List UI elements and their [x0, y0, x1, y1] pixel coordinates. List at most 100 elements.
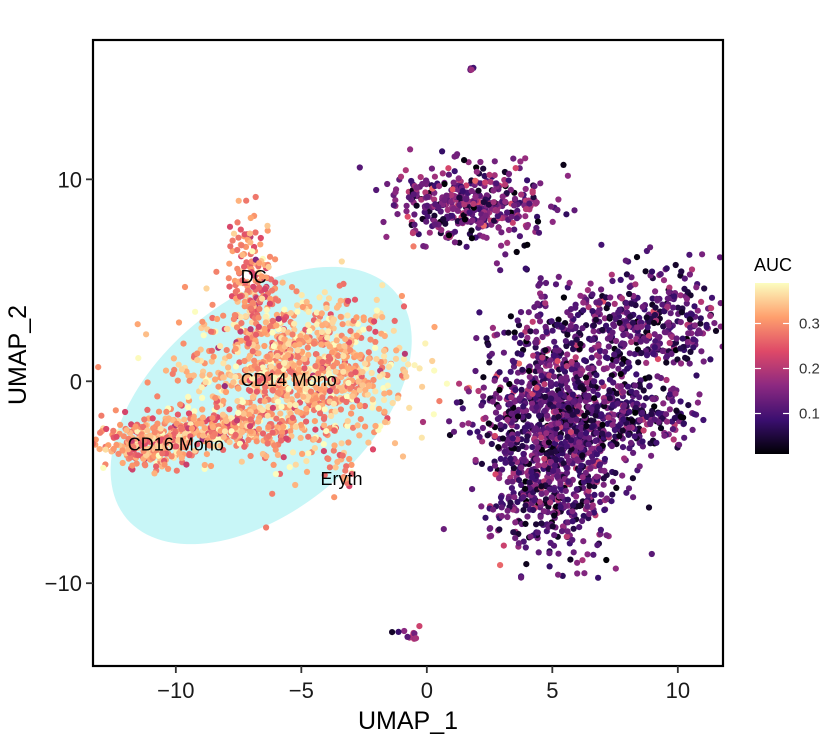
- scatter-point: [261, 286, 268, 293]
- scatter-point: [431, 196, 438, 203]
- scatter-point: [336, 282, 343, 289]
- scatter-point: [208, 358, 215, 365]
- scatter-point: [550, 467, 557, 474]
- scatter-point: [465, 388, 472, 395]
- scatter-point: [551, 532, 558, 539]
- scatter-point: [547, 449, 554, 456]
- scatter-point: [190, 372, 197, 379]
- scatter-point: [682, 354, 689, 361]
- scatter-point: [257, 241, 264, 248]
- scatter-point: [297, 374, 304, 381]
- scatter-point: [538, 490, 545, 497]
- scatter-point: [281, 360, 288, 367]
- scatter-point: [567, 429, 575, 436]
- scatter-point: [472, 456, 479, 464]
- scatter-point: [580, 512, 587, 520]
- scatter-point: [563, 422, 570, 429]
- scatter-point: [574, 456, 581, 463]
- scatter-point: [280, 316, 288, 323]
- scatter-point: [604, 355, 611, 362]
- cluster-points: [326, 451, 355, 501]
- scatter-point: [597, 347, 604, 355]
- scatter-point: [664, 303, 671, 310]
- scatter-point: [625, 485, 633, 492]
- scatter-point: [426, 229, 433, 236]
- scatter-point: [563, 469, 571, 476]
- scatter-point: [487, 178, 494, 185]
- scatter-point: [534, 363, 541, 370]
- scatter-point: [485, 420, 492, 427]
- scatter-point: [660, 323, 667, 330]
- scatter-point: [269, 317, 276, 324]
- scatter-point: [291, 376, 298, 383]
- scatter-point: [600, 475, 607, 482]
- scatter-point: [691, 411, 698, 418]
- scatter-point: [618, 295, 626, 302]
- scatter-point: [261, 398, 268, 405]
- scatter-point: [283, 392, 290, 399]
- scatter-point: [342, 475, 349, 482]
- scatter-point: [703, 323, 710, 331]
- scatter-point: [553, 503, 560, 510]
- scatter-point: [320, 441, 327, 448]
- scatter-point: [311, 374, 318, 382]
- scatter-point: [97, 429, 104, 436]
- scatter-point: [360, 326, 367, 333]
- y-axis-title: UMAP_2: [4, 305, 32, 405]
- scatter-point: [293, 288, 300, 295]
- scatter-point: [532, 425, 539, 432]
- scatter-point: [619, 472, 626, 479]
- scatter-point: [487, 525, 494, 532]
- scatter-point: [563, 533, 570, 540]
- scatter-point: [575, 378, 582, 385]
- scatter-point: [570, 549, 577, 556]
- scatter-point: [643, 337, 650, 344]
- scatter-point: [565, 404, 572, 411]
- scatter-point: [557, 504, 564, 511]
- scatter-point: [563, 443, 571, 450]
- scatter-point: [100, 464, 107, 471]
- scatter-point: [520, 494, 527, 501]
- scatter-point: [573, 336, 580, 343]
- scatter-point: [225, 275, 232, 282]
- scatter-point: [516, 233, 524, 240]
- scatter-point: [262, 384, 269, 391]
- scatter-point: [300, 380, 307, 387]
- scatter-point: [316, 294, 323, 301]
- scatter-point: [612, 565, 619, 572]
- scatter-point: [392, 355, 400, 362]
- scatter-point: [522, 544, 529, 551]
- scatter-point: [223, 347, 230, 354]
- scatter-point: [588, 346, 595, 353]
- scatter-point: [606, 395, 613, 402]
- scatter-point: [677, 319, 684, 326]
- scatter-point: [153, 463, 160, 470]
- scatter-point: [312, 363, 319, 370]
- scatter-point: [365, 349, 372, 356]
- scatter-point: [514, 317, 521, 324]
- scatter-point: [667, 310, 674, 317]
- scatter-point: [550, 486, 557, 493]
- scatter-point: [563, 363, 571, 370]
- scatter-point: [321, 472, 328, 479]
- scatter-point: [536, 498, 543, 505]
- scatter-point: [711, 320, 718, 327]
- scatter-point: [424, 202, 431, 209]
- scatter-point: [700, 358, 707, 365]
- scatter-point: [547, 379, 555, 386]
- scatter-point: [520, 403, 527, 410]
- scatter-point: [518, 379, 525, 386]
- scatter-point: [661, 308, 668, 315]
- scatter-point: [303, 468, 311, 475]
- scatter-point: [463, 182, 470, 189]
- scatter-point: [372, 313, 379, 320]
- scatter-point: [596, 359, 603, 366]
- scatter-point: [546, 563, 553, 570]
- scatter-point: [626, 350, 633, 357]
- scatter-point: [305, 433, 312, 440]
- scatter-point: [230, 230, 238, 237]
- scatter-point: [544, 412, 551, 419]
- scatter-point: [431, 212, 438, 219]
- scatter-point: [537, 513, 544, 521]
- scatter-point: [345, 365, 352, 372]
